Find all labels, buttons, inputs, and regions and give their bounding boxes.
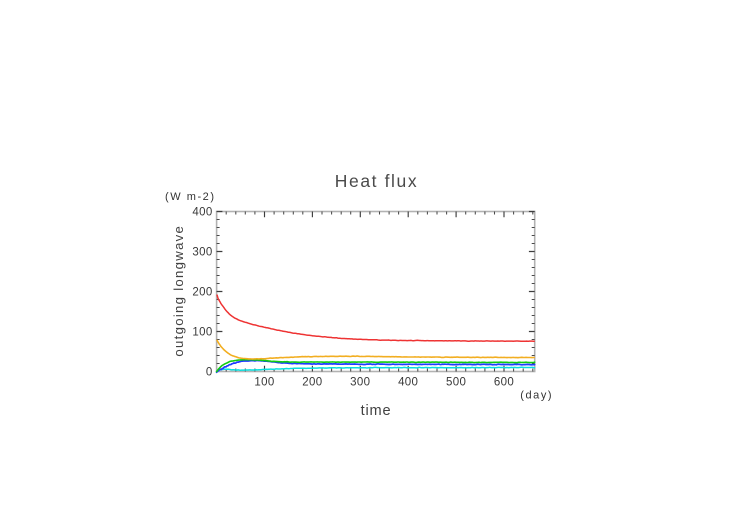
- svg-text:200: 200: [192, 287, 212, 299]
- svg-text:(W m-2): (W m-2): [165, 191, 216, 203]
- svg-text:(day): (day): [520, 390, 553, 402]
- svg-text:600: 600: [494, 376, 514, 388]
- svg-text:200: 200: [302, 376, 322, 388]
- svg-text:300: 300: [192, 247, 212, 259]
- svg-text:time: time: [361, 403, 392, 419]
- svg-text:400: 400: [398, 376, 418, 388]
- svg-text:Heat flux: Heat flux: [335, 171, 418, 191]
- svg-text:500: 500: [446, 376, 466, 388]
- svg-text:0: 0: [206, 367, 213, 379]
- svg-text:400: 400: [192, 207, 212, 219]
- svg-text:outgoing longwave: outgoing longwave: [171, 225, 186, 357]
- svg-text:300: 300: [350, 376, 370, 388]
- svg-text:100: 100: [192, 327, 212, 339]
- svg-text:100: 100: [254, 376, 274, 388]
